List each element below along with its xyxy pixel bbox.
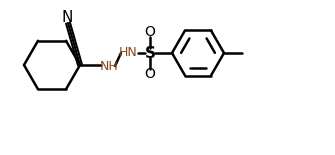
Text: O: O <box>145 25 155 39</box>
Text: N: N <box>61 9 73 24</box>
Text: NH: NH <box>99 60 118 73</box>
Text: HN: HN <box>119 46 137 58</box>
Text: O: O <box>145 67 155 81</box>
Text: S: S <box>144 46 155 60</box>
